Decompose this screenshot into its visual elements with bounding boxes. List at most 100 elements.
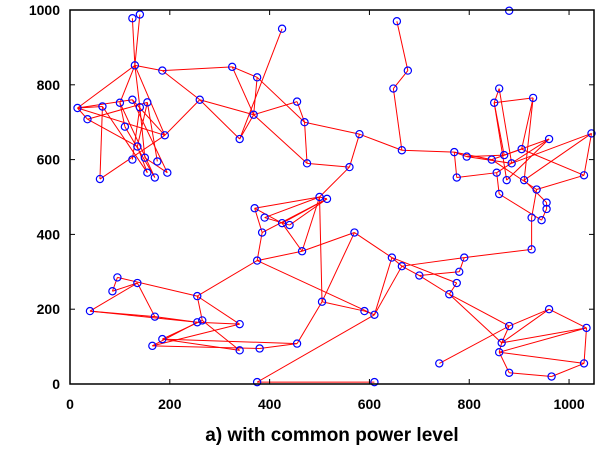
node-point xyxy=(415,271,424,280)
link-line xyxy=(134,65,141,108)
link-line xyxy=(119,65,136,103)
link-line xyxy=(164,99,201,136)
link-line xyxy=(319,196,323,302)
node-point xyxy=(403,66,413,75)
node-point xyxy=(255,344,264,353)
node-point xyxy=(193,291,202,301)
node-point xyxy=(98,102,107,111)
link-line xyxy=(506,138,550,181)
node-point xyxy=(494,84,504,93)
node-point xyxy=(227,62,237,72)
link-line xyxy=(391,257,403,267)
node-point xyxy=(547,372,556,381)
node-point xyxy=(542,204,551,214)
node-point xyxy=(198,316,207,325)
node-point xyxy=(370,310,379,320)
link-line xyxy=(132,99,166,136)
link-line xyxy=(499,327,587,353)
node-point xyxy=(108,287,117,296)
link-line xyxy=(392,88,403,151)
link-line xyxy=(253,101,298,116)
link-line xyxy=(396,21,409,71)
x-tick-label: 400 xyxy=(258,396,282,412)
link-line xyxy=(348,134,360,168)
x-tick-label: 0 xyxy=(66,396,74,412)
node-point xyxy=(235,346,244,355)
node-point xyxy=(322,194,332,204)
node-point xyxy=(489,98,499,107)
link-line xyxy=(359,133,403,151)
link-line xyxy=(136,282,156,317)
node-point xyxy=(143,98,152,107)
link-line xyxy=(551,362,585,377)
node-point xyxy=(460,253,469,262)
link-line xyxy=(498,88,513,164)
link-line xyxy=(511,132,592,164)
link-line xyxy=(199,99,241,140)
link-line xyxy=(231,66,258,78)
node-point xyxy=(527,245,536,254)
node-point xyxy=(113,273,122,282)
link-line xyxy=(583,133,592,176)
link-line xyxy=(498,342,503,353)
node-point xyxy=(302,159,312,168)
node-point xyxy=(519,175,529,185)
link-line xyxy=(99,106,103,180)
link-line xyxy=(136,102,148,147)
node-point xyxy=(73,103,82,113)
node-point xyxy=(494,348,504,357)
link-line xyxy=(493,88,500,103)
node-point xyxy=(133,142,142,151)
link-line xyxy=(134,64,163,72)
link-line xyxy=(239,114,255,140)
node-point xyxy=(494,189,504,199)
node-point xyxy=(252,73,262,82)
link-line xyxy=(458,257,465,272)
link-line xyxy=(199,99,254,116)
y-tick-label: 1000 xyxy=(29,2,60,18)
link-line xyxy=(131,107,141,160)
y-tick-label: 400 xyxy=(37,226,61,242)
node-point xyxy=(148,341,157,351)
links-layer xyxy=(77,14,592,383)
x-axis: 0 200 400 600 800 1000 xyxy=(66,10,585,412)
link-line xyxy=(448,293,503,344)
node-point xyxy=(504,368,514,377)
node-point xyxy=(355,129,364,139)
link-line xyxy=(456,172,497,179)
link-line xyxy=(548,308,587,329)
link-line xyxy=(239,28,283,140)
link-line xyxy=(401,257,465,267)
link-line xyxy=(162,66,233,72)
link-line xyxy=(89,282,138,312)
node-point xyxy=(497,338,506,348)
node-point xyxy=(115,98,125,107)
node-point xyxy=(350,228,359,237)
node-point xyxy=(345,162,354,172)
node-point xyxy=(450,147,459,157)
link-line xyxy=(501,325,510,344)
node-point xyxy=(158,66,167,75)
node-point xyxy=(285,220,294,230)
link-line xyxy=(541,208,548,221)
x-tick-label: 600 xyxy=(358,396,382,412)
link-line xyxy=(523,97,534,181)
link-line xyxy=(146,102,158,162)
link-line xyxy=(253,114,308,164)
link-line xyxy=(162,70,201,101)
node-point xyxy=(128,95,137,104)
link-line xyxy=(231,66,255,115)
node-point xyxy=(397,146,407,155)
node-point xyxy=(120,122,130,131)
link-line xyxy=(536,174,585,190)
node-point xyxy=(257,228,267,237)
link-line xyxy=(112,282,138,292)
node-point xyxy=(435,359,444,368)
link-line xyxy=(401,149,455,153)
node-point xyxy=(95,174,105,184)
node-point xyxy=(153,157,162,166)
node-point xyxy=(582,323,591,333)
link-line xyxy=(419,271,460,277)
link-line xyxy=(419,275,450,295)
node-point xyxy=(487,155,496,164)
